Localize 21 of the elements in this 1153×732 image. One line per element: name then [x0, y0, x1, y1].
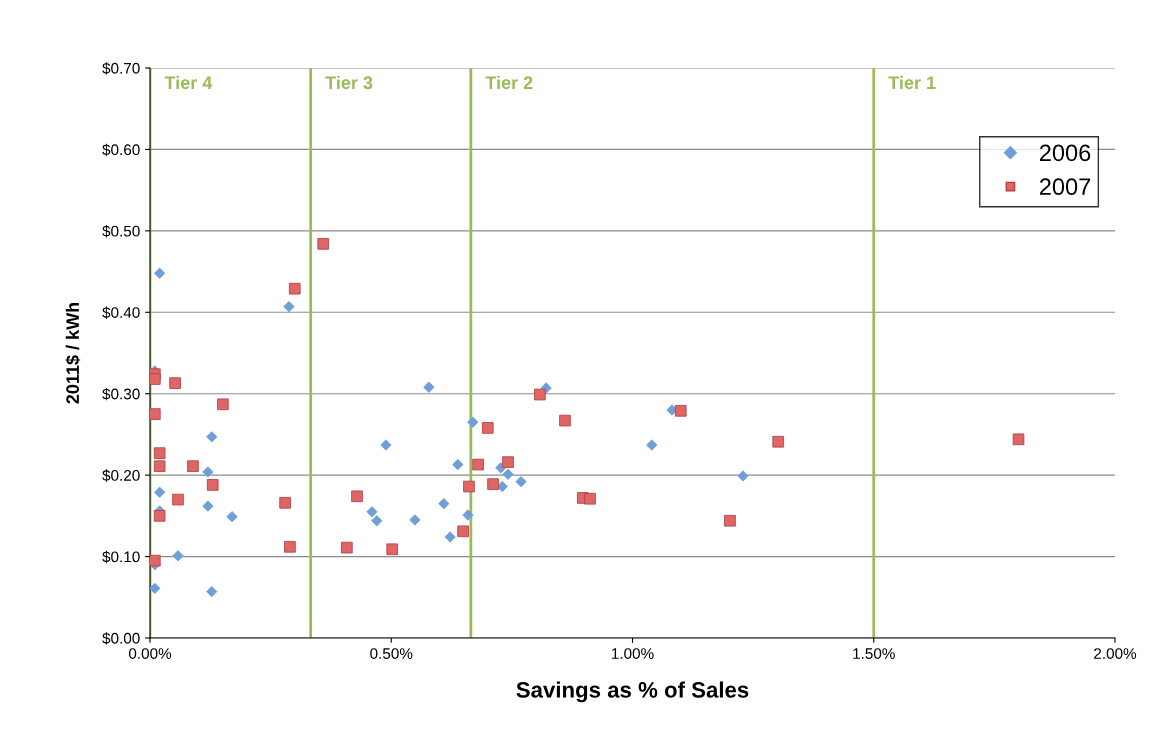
x-axis-title: Savings as % of Sales — [516, 681, 749, 703]
y-tick-label: $0.20 — [102, 469, 140, 482]
ref-line-label: Tier 2 — [485, 75, 533, 90]
x-tick-label: 2.00% — [1094, 648, 1137, 659]
y-tick-label: $0.40 — [102, 306, 140, 319]
x-tick-label: 0.00% — [128, 648, 172, 659]
ref-line-label: Tier 3 — [325, 75, 373, 90]
y-tick-label: $0.60 — [102, 143, 140, 157]
y-tick-label: $0.30 — [102, 387, 140, 401]
legend-label: 2006 — [1039, 144, 1091, 162]
y-tick-label: $0.10 — [102, 550, 140, 564]
ref-line-label: Tier 4 — [164, 75, 213, 90]
y-tick-label: $0.70 — [102, 62, 140, 75]
x-tick-label: 1.50% — [853, 648, 895, 659]
y-tick-label: $0.00 — [102, 632, 140, 645]
ref-line-label: Tier 1 — [888, 75, 936, 90]
y-tick-label: $0.50 — [102, 225, 140, 238]
legend-label: 2007 — [1039, 178, 1091, 196]
x-tick-label: 0.50% — [370, 648, 413, 659]
x-tick-label: 1.00% — [612, 648, 654, 659]
y-axis-title: 2011$ / kWh — [65, 302, 81, 404]
